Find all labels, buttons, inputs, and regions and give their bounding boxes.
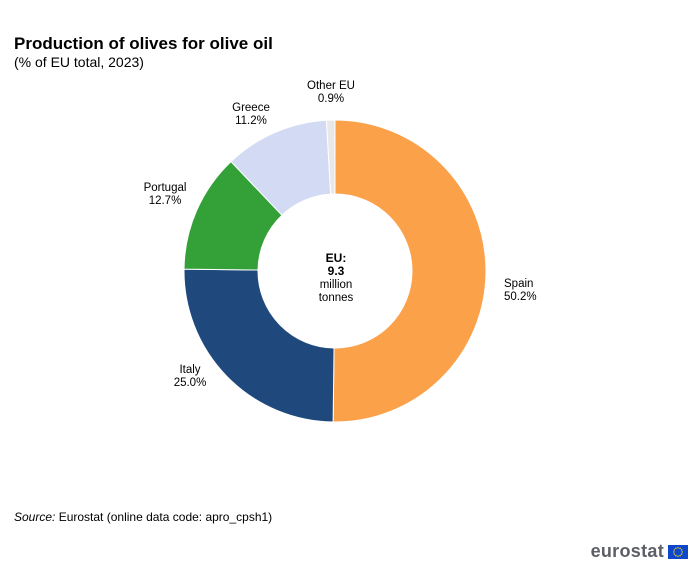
flag-star [677, 555, 679, 557]
eurostat-logo: eurostat [591, 541, 688, 562]
label-other-eu: Other EU [307, 80, 355, 92]
center-total-value: 9.3 [328, 264, 345, 278]
donut-slices [183, 119, 487, 423]
slice-spain [332, 119, 487, 423]
flag-star [673, 548, 676, 551]
eu-flag-icon [668, 544, 688, 559]
value-label-other-eu: 0.9% [318, 93, 344, 105]
flag-star [675, 547, 677, 549]
center-line-4: tonnes [319, 292, 354, 304]
flag-star [673, 552, 676, 555]
flag-star [673, 550, 675, 553]
chart-title: Production of olives for olive oil [14, 34, 273, 53]
flag-star [680, 548, 683, 551]
slice-other-eu [325, 119, 336, 195]
center-line-3: million [320, 279, 353, 291]
source-text: Eurostat (online data code: apro_cpsh1) [58, 510, 273, 524]
center-line-1: EU: [326, 251, 347, 265]
value-label-portugal: 12.7% [149, 195, 182, 207]
value-label-italy: 25.0% [174, 377, 207, 389]
source-note: Source: Eurostat (online data code: apro… [14, 510, 272, 524]
donut-center-text: EU: 9.3 million tonnes [319, 251, 354, 304]
label-portugal: Portugal [144, 182, 187, 194]
label-spain: Spain [504, 278, 533, 290]
flag-star [675, 554, 677, 556]
value-label-spain: 50.2% [504, 291, 537, 303]
eurostat-wordmark: eurostat [590, 541, 664, 561]
flag-field [668, 544, 688, 559]
flag-star [681, 550, 683, 553]
flag-star [679, 554, 681, 556]
flag-star [679, 547, 681, 549]
label-greece: Greece [232, 102, 270, 114]
label-italy: Italy [179, 364, 200, 376]
slice-italy [183, 268, 335, 423]
value-label-greece: 11.2% [235, 115, 267, 127]
chart-subtitle: (% of EU total, 2023) [14, 54, 144, 70]
flag-star [680, 552, 683, 555]
source-label: Source: [14, 510, 56, 524]
flag-star [677, 546, 679, 548]
